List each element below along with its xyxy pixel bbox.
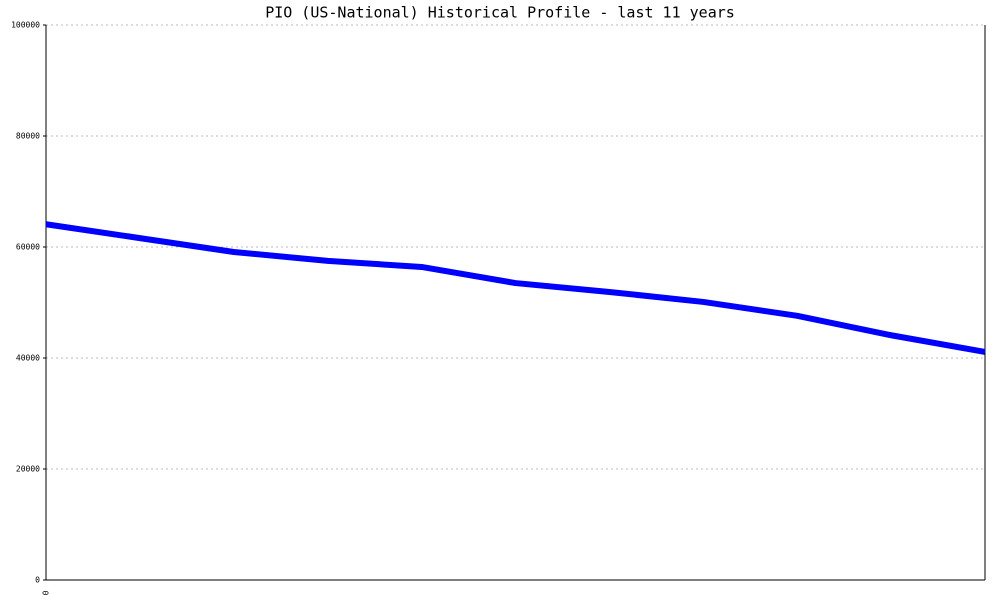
x-tick-label: 0 [42, 590, 51, 595]
data-line [45, 221, 986, 355]
chart-title: PIO (US-National) Historical Profile - l… [265, 4, 735, 22]
y-tick-label: 40000 [16, 354, 40, 363]
y-tick-label: 60000 [16, 243, 40, 252]
y-tick-label: 80000 [16, 132, 40, 141]
y-tick-label: 0 [35, 576, 40, 585]
y-tick-label: 100000 [11, 21, 40, 30]
y-tick-label: 20000 [16, 465, 40, 474]
